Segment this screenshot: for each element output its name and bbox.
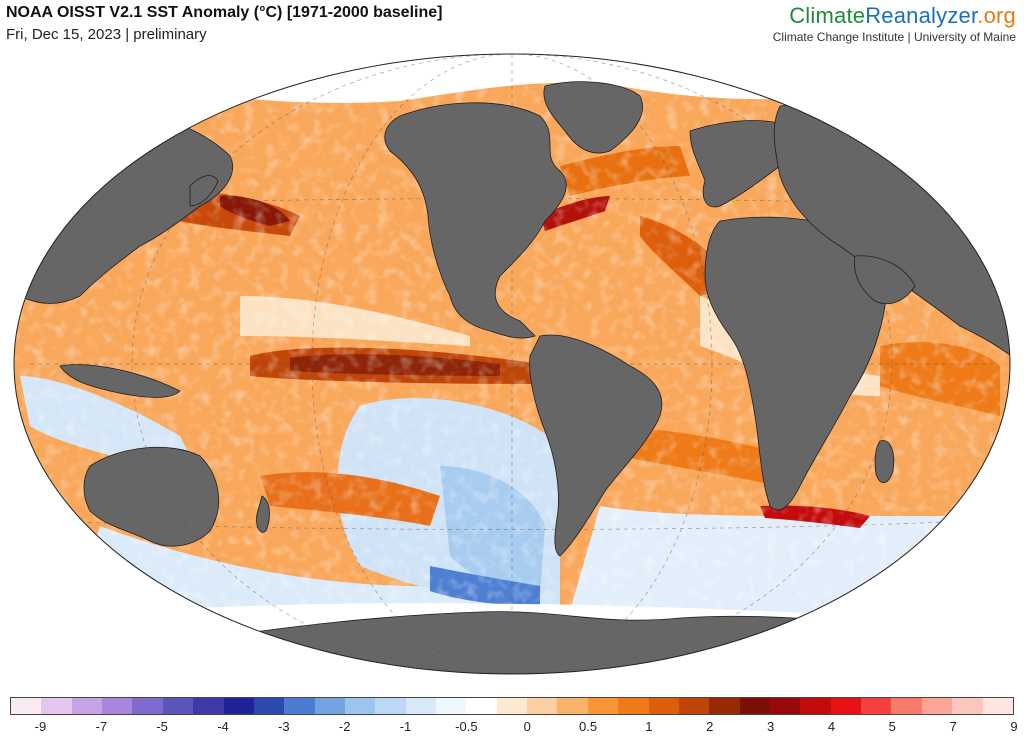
- madagascar: [874, 440, 895, 484]
- legend-swatch: [102, 698, 133, 714]
- legend-swatch: [41, 698, 72, 714]
- arabian-peninsula: [854, 255, 916, 305]
- legend-label: -3: [278, 719, 290, 734]
- legend-label: -2: [338, 719, 351, 734]
- legend-label: 5: [888, 719, 896, 734]
- legend-swatch: [405, 698, 437, 714]
- brand-name-part2: Reanalyzer: [865, 3, 978, 28]
- legend-swatch: [466, 698, 497, 714]
- legend-swatch: [496, 698, 528, 714]
- legend-label: 7: [949, 719, 957, 734]
- legend-swatch: [132, 698, 163, 714]
- greenland: [543, 81, 643, 154]
- legend-swatch: [648, 698, 679, 714]
- legend-swatch: [891, 698, 922, 714]
- color-legend-labels: -9 -7 -5 -4 -3 -2 -1 -0.5 0 0.5 1 2 3 4 5 7 9: [10, 719, 1018, 737]
- color-legend: [10, 697, 1014, 715]
- legend-swatch: [314, 698, 345, 714]
- brand-name-part3: .org: [977, 3, 1016, 28]
- globe-outline: [13, 53, 1011, 675]
- legend-swatch: [344, 698, 376, 714]
- legend-swatch: [861, 698, 892, 714]
- legend-swatch: [769, 698, 801, 714]
- legend-label: 2: [706, 719, 714, 734]
- legend-swatch: [253, 698, 285, 714]
- legend-swatch: [982, 698, 1013, 714]
- legend-swatch: [193, 698, 224, 714]
- legend-swatch: [830, 698, 862, 714]
- europe: [689, 120, 802, 208]
- japan: [189, 175, 219, 207]
- legend-label: -9: [34, 719, 47, 734]
- legend-swatch: [71, 698, 103, 714]
- legend-label: -4: [217, 719, 229, 734]
- north-america: [384, 102, 567, 339]
- legend-swatch: [11, 698, 42, 714]
- legend-label: 1: [645, 719, 653, 734]
- legend-swatch: [436, 698, 467, 714]
- legend-swatch: [284, 698, 315, 714]
- legend-swatch: [739, 698, 770, 714]
- graticule: [30, 54, 994, 674]
- map-title: NOAA OISST V2.1 SST Anomaly (°C) [1971-2…: [6, 4, 443, 21]
- legend-swatch: [678, 698, 710, 714]
- legend-label: 9: [1010, 719, 1018, 734]
- map-date: Fri, Dec 15, 2023 | preliminary: [6, 26, 207, 43]
- legend-label: -5: [156, 719, 168, 734]
- sst-anomaly-map[interactable]: [0, 46, 1024, 686]
- legend-swatch: [587, 698, 619, 714]
- legend-label: -1: [399, 719, 412, 734]
- new-zealand: [256, 495, 270, 533]
- legend-swatch: [952, 698, 983, 714]
- legend-swatch: [223, 698, 254, 714]
- legend-swatch: [375, 698, 406, 714]
- brand-logo[interactable]: ClimateReanalyzer.org Climate Change Ins…: [773, 3, 1016, 44]
- legend-swatch: [527, 698, 558, 714]
- legend-swatch: [921, 698, 953, 714]
- legend-swatch: [800, 698, 831, 714]
- legend-label: 0.5: [579, 719, 598, 734]
- australia: [83, 446, 220, 547]
- legend-label: 0: [523, 719, 531, 734]
- legend-swatch: [162, 698, 194, 714]
- legend-swatch: [618, 698, 649, 714]
- legend-label: -7: [95, 719, 108, 734]
- brand-affiliation: Climate Change Institute | University of…: [772, 30, 1016, 44]
- map-svg: [13, 53, 1011, 675]
- brand-name-part1: Climate: [789, 3, 866, 28]
- maritime-southeast-asia: [59, 364, 181, 398]
- legend-swatch: [709, 698, 740, 714]
- brand-name: ClimateReanalyzer.org: [773, 3, 1016, 29]
- legend-swatch: [557, 698, 588, 714]
- south-america: [529, 334, 663, 557]
- legend-label: -0.5: [455, 719, 478, 734]
- legend-label: 3: [766, 719, 775, 734]
- legend-label: 4: [827, 719, 836, 734]
